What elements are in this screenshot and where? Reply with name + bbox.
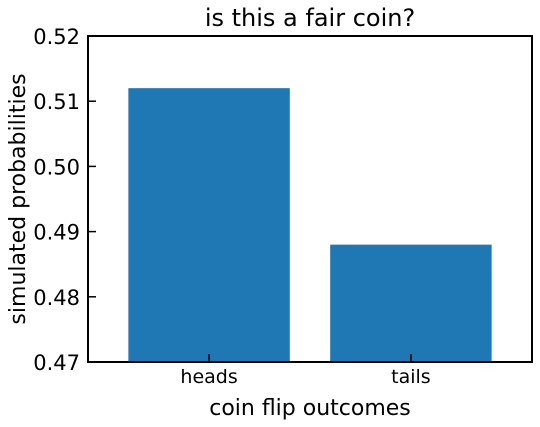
y-tick-label: 0.52 xyxy=(33,25,80,49)
y-tick-label: 0.48 xyxy=(33,286,80,310)
bar-tails xyxy=(330,244,492,362)
y-tick-label: 0.51 xyxy=(33,90,80,114)
plot-frame xyxy=(87,35,533,363)
x-tick-label-heads: heads xyxy=(180,366,237,388)
x-tick-label-tails: tails xyxy=(391,366,431,388)
plot-area: heads tails 0.47 0.48 0.49 0.50 0.51 0.52 xyxy=(33,25,492,388)
y-tick-label: 0.49 xyxy=(33,221,80,245)
bar-heads xyxy=(128,88,290,362)
y-tick-label: 0.47 xyxy=(33,351,80,375)
y-tick-label: 0.50 xyxy=(33,155,80,179)
x-axis-label: coin flip outcomes xyxy=(209,396,411,421)
chart-title: is this a fair coin? xyxy=(205,4,415,32)
y-axis-label: simulated probabilities xyxy=(6,73,31,324)
